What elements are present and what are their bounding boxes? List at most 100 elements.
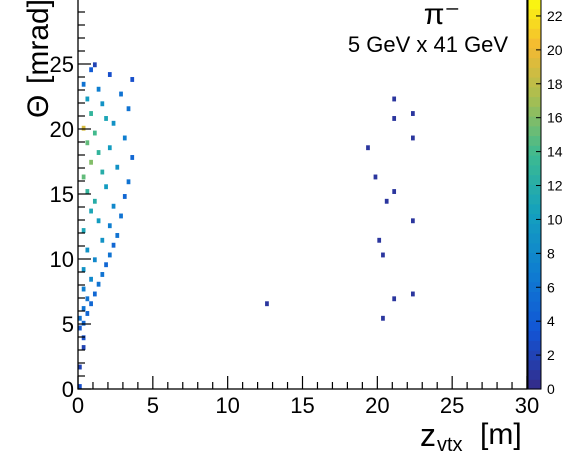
- heatmap-bin: [392, 296, 397, 302]
- colorbar-band: [528, 330, 541, 341]
- colorbar-band: [528, 67, 541, 78]
- colorbar-band: [528, 281, 541, 293]
- heatmap-bin: [89, 111, 93, 116]
- heatmap-bin: [96, 218, 101, 224]
- heatmap-bin: [115, 164, 120, 170]
- colorbar-tick-label: 8: [547, 245, 555, 261]
- colorbar-band: [528, 359, 541, 371]
- heatmap-bin: [96, 281, 101, 287]
- colorbar-band: [528, 77, 541, 88]
- heatmap-bin: [78, 384, 82, 389]
- heatmap-bin: [100, 169, 105, 175]
- heatmap-bin: [111, 120, 116, 126]
- x-axis-unit: [m]: [480, 418, 522, 451]
- heatmap-bin: [392, 116, 397, 121]
- heatmap-bin: [81, 228, 86, 233]
- colorbar: 0 2 4 6 8 10 12 14 16 18 20 22: [527, 0, 563, 397]
- colorbar-band: [528, 135, 541, 146]
- heatmap-bin: [381, 315, 385, 321]
- heatmap-bin: [104, 184, 108, 190]
- colorbar-tick-label: 4: [547, 313, 555, 329]
- colorbar-tick-label: 20: [547, 42, 563, 58]
- heatmap-bin: [130, 155, 135, 160]
- heatmap-bin: [78, 315, 82, 321]
- heatmap-bin: [100, 101, 105, 107]
- heatmap-bin: [92, 257, 97, 263]
- heatmap-bin: [85, 96, 90, 102]
- colorbar-frame: [527, 0, 542, 390]
- heatmap-bin: [411, 291, 415, 297]
- heatmap-bin: [104, 116, 108, 121]
- y-tick-label: 5: [62, 312, 74, 337]
- heatmap-bin: [126, 179, 131, 185]
- heatmap-bin: [265, 301, 269, 307]
- y-axis-label: Θ: [22, 95, 55, 118]
- heatmap-bin: [373, 174, 378, 180]
- chart-title: π⁻: [424, 0, 461, 31]
- colorbar-band: [528, 86, 541, 98]
- colorbar-band: [528, 57, 541, 68]
- heatmap-bin: [100, 237, 105, 243]
- x-tick-label: 20: [365, 393, 389, 418]
- colorbar-band: [528, 311, 541, 322]
- heatmap-bin: [81, 286, 86, 292]
- colorbar-band: [528, 116, 541, 127]
- heatmap-bin: [92, 198, 97, 204]
- colorbar-tick-label: 10: [547, 211, 563, 227]
- colorbar-tick-label: 0: [547, 381, 555, 397]
- heatmap-bin: [92, 62, 97, 68]
- y-tick-label: 10: [50, 247, 74, 272]
- colorbar-band: [528, 38, 541, 49]
- x-tick-label: 25: [440, 393, 464, 418]
- colorbar-band: [528, 301, 541, 312]
- heatmap-bin: [115, 233, 120, 238]
- colorbar-band: [528, 252, 541, 263]
- x-tick-label: 15: [290, 393, 314, 418]
- colorbar-band: [528, 96, 541, 107]
- colorbar-band: [528, 164, 541, 176]
- colorbar-tick-label: 18: [547, 76, 563, 92]
- x-axis-label: z: [420, 417, 436, 453]
- colorbar-tick-label: 22: [547, 8, 563, 24]
- heatmap-bin: [81, 345, 86, 350]
- heatmap-bin: [85, 247, 90, 253]
- colorbar-tick-label: 6: [547, 279, 555, 295]
- colorbar-band: [528, 106, 541, 117]
- colorbar-tick-label: 2: [547, 347, 555, 363]
- heatmap-bin: [122, 194, 127, 199]
- heatmap-bin: [111, 242, 116, 248]
- colorbar-band: [528, 320, 541, 332]
- heatmap-bin: [81, 306, 86, 311]
- heatmap-bin: [104, 262, 108, 268]
- heatmap-bin: [111, 203, 116, 209]
- heatmap-bin: [130, 77, 135, 82]
- heatmap-bins: [78, 62, 415, 389]
- colorbar-tick-label: 16: [547, 110, 563, 126]
- colorbar-band: [528, 350, 541, 361]
- chart-subtitle: 5 GeV x 41 GeV: [348, 32, 509, 57]
- x-tick-label: 30: [515, 393, 539, 418]
- colorbar-band: [528, 272, 541, 283]
- heatmap-bin: [411, 135, 415, 141]
- colorbar-band: [528, 369, 541, 380]
- colorbar-band: [528, 340, 541, 351]
- heatmap-bin: [85, 140, 90, 146]
- heatmap-bin: [119, 91, 123, 97]
- colorbar-band: [528, 8, 541, 20]
- y-tick-label: 0: [62, 377, 74, 402]
- heatmap-bin: [96, 150, 101, 155]
- x-axis-label-subscript: vtx: [437, 434, 463, 453]
- plot-frame: [77, 0, 528, 390]
- colorbar-band: [528, 145, 541, 156]
- heatmap-bin: [384, 198, 389, 204]
- heatmap-bin: [89, 301, 93, 307]
- heatmap-bin: [392, 189, 397, 194]
- heatmap-bin: [85, 189, 90, 194]
- heatmap-bin: [122, 135, 127, 141]
- colorbar-band: [528, 203, 541, 215]
- heatmap-bin: [126, 106, 131, 112]
- heatmap-bin: [89, 67, 93, 73]
- heatmap-bin: [96, 86, 101, 92]
- heatmap-bin: [377, 237, 382, 243]
